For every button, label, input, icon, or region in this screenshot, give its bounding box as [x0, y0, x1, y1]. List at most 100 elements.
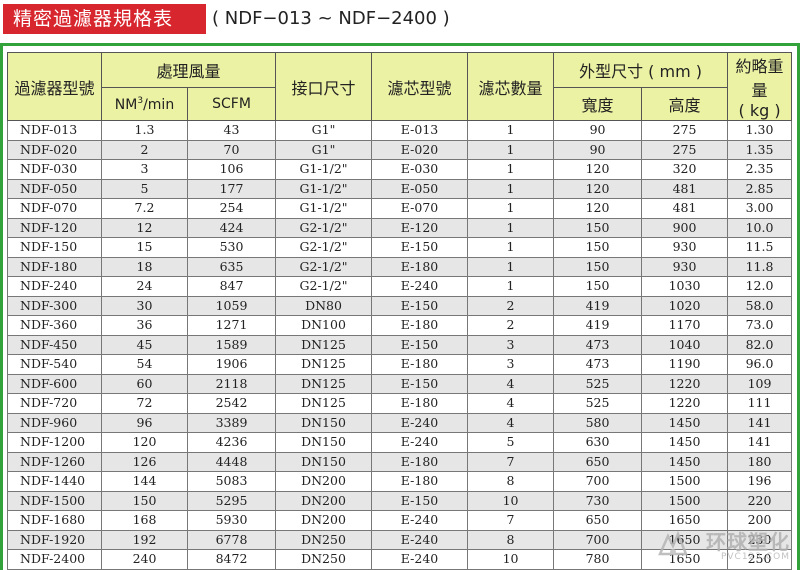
cell-element-qty: 2 — [467, 315, 555, 336]
table-row: NDF-2400 240 8472 DN250 E-240 10 780 1650 250 — [7, 549, 793, 570]
cell-port: G2-1/2" — [275, 276, 373, 297]
nm-suffix: /min — [143, 96, 175, 113]
table-row: NDF-1680 168 5930 DN200 E-240 7 650 1650 200 — [7, 510, 793, 531]
col-header-flow-scfm: SCFM — [186, 87, 277, 121]
cell-model: NDF-150 — [7, 237, 102, 258]
cell-flow-nm3: 7.2 — [101, 198, 188, 219]
cell-element-qty: 4 — [467, 412, 555, 433]
cell-flow-nm3: 1.3 — [101, 120, 188, 141]
cell-element: E-150 — [371, 334, 469, 355]
cell-flow-nm3: 24 — [101, 276, 188, 297]
cell-element: E-240 — [371, 529, 469, 550]
cell-element-qty: 4 — [467, 393, 555, 414]
cell-height: 1500 — [641, 471, 729, 492]
cell-element-qty: 1 — [467, 139, 555, 160]
cell-port: DN200 — [275, 490, 373, 511]
table-row: NDF-020 2 70 G1" E-020 1 90 275 1.35 — [7, 139, 793, 160]
cell-flow-scfm: 5083 — [186, 471, 277, 492]
cell-flow-scfm: 2542 — [186, 393, 277, 414]
cell-weight: 10.0 — [727, 217, 793, 238]
cell-element-qty: 10 — [467, 549, 555, 570]
cell-weight: 96.0 — [727, 354, 793, 375]
cell-element-qty: 5 — [467, 432, 555, 453]
cell-height: 320 — [641, 159, 729, 180]
cell-model: NDF-070 — [7, 198, 102, 219]
cell-element: E-070 — [371, 198, 469, 219]
cell-model: NDF-1500 — [7, 490, 102, 511]
table-row: NDF-1260 126 4448 DN150 E-180 7 650 1450 180 — [7, 451, 793, 472]
table-row: NDF-1440 144 5083 DN200 E-180 8 700 1500 196 — [7, 471, 793, 492]
cell-height: 275 — [641, 120, 729, 141]
cell-model: NDF-030 — [7, 159, 102, 180]
table-row: NDF-050 5 177 G1-1/2" E-050 1 120 481 2.85 — [7, 178, 793, 199]
cell-height: 1220 — [641, 373, 729, 394]
cell-model: NDF-540 — [7, 354, 102, 375]
cell-port: DN125 — [275, 334, 373, 355]
cell-port: G1" — [275, 139, 373, 160]
cell-flow-scfm: 43 — [186, 120, 277, 141]
cell-height: 1170 — [641, 315, 729, 336]
cell-flow-nm3: 168 — [101, 510, 188, 531]
table-row: NDF-1500 150 5295 DN200 E-150 10 730 1500 220 — [7, 490, 793, 511]
cell-flow-nm3: 18 — [101, 256, 188, 277]
cell-height: 1650 — [641, 529, 729, 550]
cell-flow-scfm: 177 — [186, 178, 277, 199]
spec-table-frame: 過濾器型號 處理風量 接口尺寸 濾芯型號 濾芯數量 外型尺寸 ( mm ) 約略… — [0, 43, 800, 570]
table-row: NDF-450 45 1589 DN125 E-150 3 473 1040 82.0 — [7, 334, 793, 355]
cell-flow-scfm: 5295 — [186, 490, 277, 511]
model-range-subtitle: ( NDF−013 ~ NDF−2400 ) — [212, 8, 450, 29]
cell-port: DN80 — [275, 295, 373, 316]
cell-model: NDF-240 — [7, 276, 102, 297]
cell-model: NDF-2400 — [7, 549, 102, 570]
cell-flow-scfm: 106 — [186, 159, 277, 180]
cell-flow-scfm: 1271 — [186, 315, 277, 336]
table-row: NDF-600 60 2118 DN125 E-150 4 525 1220 109 — [7, 373, 793, 394]
table-row: NDF-960 96 3389 DN150 E-240 4 580 1450 141 — [7, 412, 793, 433]
nm-superscript: 3 — [137, 95, 144, 106]
cell-flow-nm3: 96 — [101, 412, 188, 433]
cell-flow-nm3: 72 — [101, 393, 188, 414]
cell-height: 900 — [641, 217, 729, 238]
cell-width: 780 — [553, 549, 643, 570]
table-row: NDF-013 1.3 43 G1" E-013 1 90 275 1.30 — [7, 120, 793, 141]
cell-width: 700 — [553, 471, 643, 492]
cell-width: 90 — [553, 139, 643, 160]
cell-weight: 11.8 — [727, 256, 793, 277]
col-header-weight: 約略重量 ( kg ) — [727, 52, 793, 121]
table-row: NDF-150 15 530 G2-1/2" E-150 1 150 930 11.5 — [7, 237, 793, 258]
cell-model: NDF-1200 — [7, 432, 102, 453]
cell-port: DN150 — [275, 412, 373, 433]
table-row: NDF-120 12 424 G2-1/2" E-120 1 150 900 10.0 — [7, 217, 793, 238]
spec-table: 過濾器型號 處理風量 接口尺寸 濾芯型號 濾芯數量 外型尺寸 ( mm ) 約略… — [7, 51, 793, 570]
cell-element-qty: 4 — [467, 373, 555, 394]
cell-width: 525 — [553, 393, 643, 414]
cell-width: 580 — [553, 412, 643, 433]
weight-label: 約略重量 — [735, 57, 784, 100]
col-header-model: 過濾器型號 — [7, 52, 102, 121]
cell-weight: 230 — [727, 529, 793, 550]
cell-model: NDF-1440 — [7, 471, 102, 492]
cell-flow-nm3: 30 — [101, 295, 188, 316]
cell-weight: 111 — [727, 393, 793, 414]
cell-model: NDF-1260 — [7, 451, 102, 472]
cell-element: E-180 — [371, 393, 469, 414]
cell-flow-nm3: 2 — [101, 139, 188, 160]
cell-flow-nm3: 3 — [101, 159, 188, 180]
cell-element-qty: 1 — [467, 217, 555, 238]
col-header-dimensions: 外型尺寸 ( mm ) — [553, 51, 729, 89]
cell-port: G1-1/2" — [275, 178, 373, 199]
cell-model: NDF-300 — [7, 295, 102, 316]
cell-height: 1030 — [641, 276, 729, 297]
cell-height: 275 — [641, 139, 729, 160]
cell-width: 630 — [553, 432, 643, 453]
table-row: NDF-240 24 847 G2-1/2" E-240 1 150 1030 12.0 — [7, 276, 793, 297]
title-bar: 精密過濾器規格表 ( NDF−013 ~ NDF−2400 ) — [0, 0, 800, 38]
cell-model: NDF-450 — [7, 334, 102, 355]
cell-port: DN100 — [275, 315, 373, 336]
table-row: NDF-360 36 1271 DN100 E-180 2 419 1170 73.0 — [7, 315, 793, 336]
cell-element: E-180 — [371, 471, 469, 492]
cell-weight: 11.5 — [727, 237, 793, 258]
cell-element: E-240 — [371, 510, 469, 531]
cell-element-qty: 2 — [467, 295, 555, 316]
cell-weight: 82.0 — [727, 334, 793, 355]
